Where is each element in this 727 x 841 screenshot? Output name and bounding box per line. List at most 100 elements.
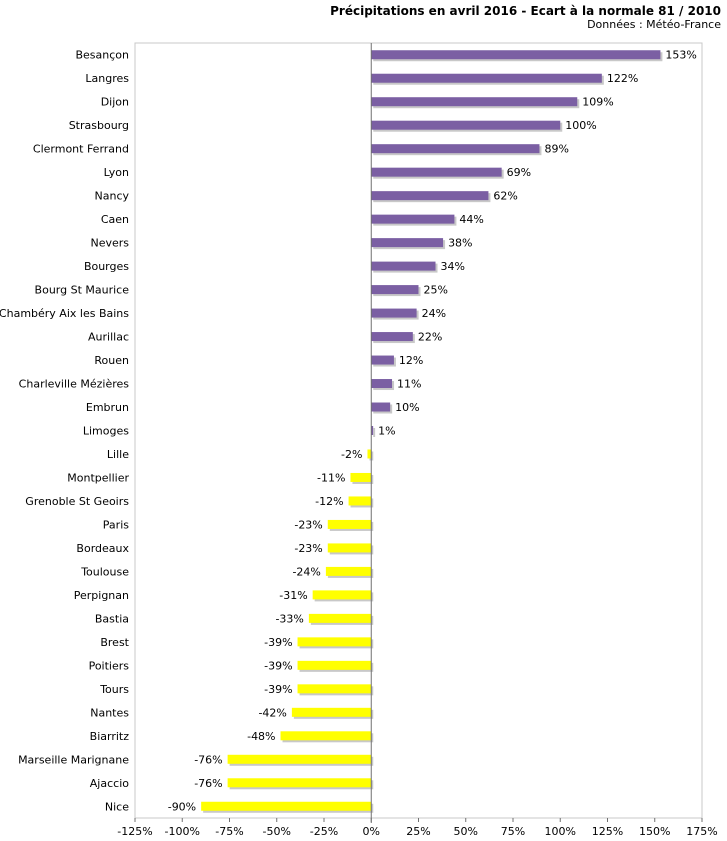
category-label: Ajaccio bbox=[90, 777, 129, 790]
bar bbox=[371, 191, 489, 201]
x-tick-label: 100% bbox=[545, 825, 576, 838]
data-label: -90% bbox=[168, 800, 196, 813]
bar bbox=[308, 613, 372, 623]
data-label: 24% bbox=[422, 307, 446, 320]
data-label: 12% bbox=[399, 354, 423, 367]
category-label: Embrun bbox=[86, 401, 129, 414]
bar bbox=[371, 285, 419, 295]
x-tick-label: -125% bbox=[117, 825, 152, 838]
data-label: -39% bbox=[264, 683, 292, 696]
bar bbox=[371, 355, 394, 365]
data-label: -23% bbox=[294, 542, 322, 555]
category-label: Rouen bbox=[94, 354, 129, 367]
data-label: 38% bbox=[448, 237, 472, 250]
category-label: Montpellier bbox=[67, 471, 129, 484]
category-label: Nancy bbox=[95, 190, 130, 203]
category-label: Paris bbox=[103, 518, 129, 531]
x-tick-label: -75% bbox=[215, 825, 243, 838]
data-label: -11% bbox=[317, 471, 345, 484]
x-tick-label: 25% bbox=[406, 825, 430, 838]
data-label: -48% bbox=[247, 730, 275, 743]
data-label: 62% bbox=[493, 190, 517, 203]
category-label: Besançon bbox=[75, 49, 129, 62]
category-label: Langres bbox=[85, 72, 129, 85]
data-label: -42% bbox=[258, 706, 286, 719]
bar bbox=[227, 778, 372, 788]
x-tick-label: 125% bbox=[592, 825, 623, 838]
category-label: Perpignan bbox=[74, 589, 129, 602]
chart-title: Précipitations en avril 2016 - Ecart à l… bbox=[330, 4, 721, 18]
bar bbox=[371, 261, 436, 271]
data-label: 1% bbox=[378, 425, 395, 438]
x-tick-label: -25% bbox=[310, 825, 338, 838]
bar bbox=[327, 519, 372, 529]
category-label: Bourges bbox=[84, 260, 129, 273]
category-label: Biarritz bbox=[90, 730, 130, 743]
category-label: Grenoble St Geoirs bbox=[25, 495, 129, 508]
data-label: -39% bbox=[264, 636, 292, 649]
category-label: Tours bbox=[99, 683, 129, 696]
bar bbox=[371, 214, 455, 224]
data-label: -2% bbox=[341, 448, 362, 461]
category-label: Charleville Mézières bbox=[19, 378, 130, 391]
bar bbox=[312, 590, 372, 600]
bar bbox=[371, 167, 502, 177]
category-label: Dijon bbox=[101, 96, 129, 109]
data-label: -31% bbox=[279, 589, 307, 602]
bar bbox=[371, 50, 661, 60]
data-label: 122% bbox=[607, 72, 638, 85]
category-label: Bourg St Maurice bbox=[35, 284, 130, 297]
bar bbox=[371, 402, 391, 412]
category-label: Aurillac bbox=[88, 331, 129, 344]
bar bbox=[327, 543, 372, 553]
bar-shadow bbox=[373, 428, 376, 437]
plot-frame bbox=[134, 42, 703, 819]
category-label: Bastia bbox=[95, 612, 129, 625]
category-label: Chambéry Aix les Bains bbox=[0, 307, 129, 320]
data-label: 69% bbox=[507, 166, 531, 179]
bar bbox=[280, 731, 372, 741]
category-label: Clermont Ferrand bbox=[33, 143, 129, 156]
bar bbox=[371, 332, 413, 342]
bar bbox=[325, 566, 372, 576]
bar bbox=[371, 120, 561, 130]
bar bbox=[371, 73, 602, 83]
x-tick-label: -100% bbox=[165, 825, 200, 838]
data-label: 22% bbox=[418, 331, 442, 344]
bar bbox=[371, 238, 444, 248]
x-tick-label: 50% bbox=[454, 825, 478, 838]
data-label: 109% bbox=[582, 96, 613, 109]
bar bbox=[297, 637, 372, 647]
chart-subtitle: Données : Météo-France bbox=[587, 18, 721, 31]
category-label: Brest bbox=[100, 636, 129, 649]
category-label: Lille bbox=[107, 448, 129, 461]
bar bbox=[371, 144, 540, 154]
bar bbox=[291, 707, 372, 717]
category-label: Nice bbox=[105, 800, 129, 813]
category-label: Toulouse bbox=[80, 565, 129, 578]
bar bbox=[348, 496, 372, 506]
x-tick-label: 150% bbox=[639, 825, 670, 838]
bar bbox=[371, 308, 417, 318]
category-label: Poitiers bbox=[89, 659, 130, 672]
x-tick-label: 75% bbox=[501, 825, 525, 838]
data-label: -76% bbox=[194, 777, 222, 790]
category-label: Lyon bbox=[104, 166, 129, 179]
category-label: Strasbourg bbox=[69, 119, 129, 132]
data-label: 100% bbox=[565, 119, 596, 132]
data-label: -23% bbox=[294, 518, 322, 531]
category-label: Caen bbox=[101, 213, 129, 226]
bar bbox=[201, 801, 372, 811]
data-label: 34% bbox=[441, 260, 465, 273]
x-tick-label: 175% bbox=[686, 825, 717, 838]
data-label: -39% bbox=[264, 659, 292, 672]
data-label: 10% bbox=[395, 401, 419, 414]
data-label: 44% bbox=[459, 213, 483, 226]
bar bbox=[350, 472, 372, 482]
bar bbox=[371, 379, 393, 389]
data-label: 89% bbox=[544, 143, 568, 156]
category-label: Bordeaux bbox=[76, 542, 129, 555]
bar bbox=[297, 660, 372, 670]
bar bbox=[367, 449, 372, 459]
